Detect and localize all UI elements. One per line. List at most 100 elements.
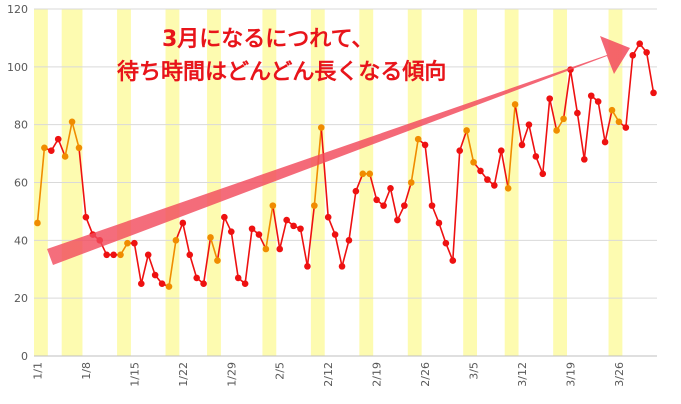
segment-62 (458, 129, 468, 152)
data-point-31 (241, 280, 249, 288)
segment-29 (230, 230, 240, 279)
data-point-12 (110, 251, 117, 259)
segment-79 (576, 112, 586, 161)
data-point-14 (124, 239, 131, 247)
data-point-6 (68, 118, 76, 126)
segment-82 (597, 100, 606, 143)
data-point-90 (650, 89, 657, 97)
y-tick-40: 40 (14, 234, 28, 247)
segment-23 (188, 253, 198, 279)
data-point-29 (227, 228, 235, 235)
data-point-49 (366, 170, 374, 178)
data-point-75 (546, 95, 554, 102)
segment-86 (625, 54, 634, 129)
segment-44 (334, 233, 343, 268)
data-point-18 (151, 271, 159, 279)
segment-25 (202, 236, 212, 285)
x-tick-1-8: 1/8 (80, 362, 93, 380)
segment-78 (569, 68, 579, 114)
segment-22 (182, 222, 191, 256)
data-point-46 (345, 237, 353, 244)
data-point-13 (117, 251, 124, 259)
data-point-87 (629, 51, 637, 59)
data-point-82 (594, 98, 602, 105)
series-points (34, 40, 657, 290)
data-point-68 (497, 147, 505, 154)
data-point-60 (442, 239, 450, 247)
data-point-4 (54, 135, 62, 143)
data-point-48 (359, 170, 367, 178)
data-point-11 (103, 251, 110, 259)
trend-arrow (47, 36, 630, 265)
data-point-35 (269, 202, 277, 209)
segment-49 (368, 173, 378, 201)
data-point-51 (380, 202, 387, 209)
segment-80 (583, 94, 593, 161)
data-point-66 (484, 176, 491, 183)
segment-46 (348, 190, 357, 242)
data-point-36 (276, 245, 284, 253)
y-tick-120: 120 (7, 3, 28, 16)
data-point-25 (200, 280, 207, 288)
data-point-17 (144, 251, 152, 259)
segment-83 (604, 109, 613, 143)
data-point-72 (525, 121, 533, 128)
x-tick-2-19: 2/19 (371, 362, 384, 387)
data-point-33 (255, 231, 263, 238)
data-point-73 (532, 153, 540, 160)
y-tick-0: 0 (21, 350, 28, 363)
segment-71 (521, 123, 530, 146)
data-point-50 (373, 196, 380, 204)
data-point-5 (61, 153, 69, 160)
data-point-53 (394, 216, 401, 224)
data-point-37 (283, 216, 290, 224)
data-point-23 (186, 251, 194, 259)
segment-6 (71, 120, 80, 149)
segment-16 (140, 253, 150, 285)
data-point-43 (324, 213, 332, 221)
data-point-86 (622, 124, 630, 131)
segment-34 (265, 204, 274, 250)
segment-63 (465, 129, 475, 164)
data-point-71 (518, 141, 526, 149)
segment-15 (133, 242, 143, 285)
data-point-28 (221, 213, 228, 221)
data-point-59 (435, 219, 443, 227)
data-point-8 (82, 213, 90, 221)
segment-67 (493, 149, 503, 187)
data-point-44 (331, 231, 339, 238)
segment-1 (36, 147, 46, 224)
data-point-56 (414, 135, 422, 143)
data-point-47 (352, 187, 360, 195)
data-point-22 (179, 219, 187, 227)
segment-36 (278, 219, 288, 250)
x-tick-1-1: 1/1 (31, 362, 44, 380)
data-point-77 (560, 115, 567, 123)
data-point-41 (311, 202, 318, 209)
annotation-line-1: 3月になるにつれて、 (162, 27, 374, 52)
segment-74 (541, 97, 551, 175)
segment-20 (168, 239, 177, 288)
data-point-83 (601, 138, 609, 146)
segment-52 (389, 187, 399, 221)
data-point-21 (172, 237, 180, 244)
data-point-34 (262, 245, 270, 253)
data-point-76 (553, 127, 560, 134)
segment-72 (528, 123, 537, 158)
segment-42 (320, 126, 329, 218)
x-tick-3-12: 3/12 (516, 362, 529, 387)
data-point-62 (456, 147, 464, 154)
data-point-79 (574, 109, 581, 117)
y-gridlines (34, 8, 657, 357)
data-point-27 (214, 257, 221, 264)
segment-5 (64, 120, 73, 158)
segment-40 (306, 204, 316, 268)
x-tick-3-19: 3/19 (564, 362, 577, 387)
x-tick-1-15: 1/15 (128, 362, 141, 387)
segment-89 (645, 51, 655, 94)
data-point-69 (504, 184, 512, 192)
segment-27 (216, 216, 226, 262)
data-point-80 (581, 156, 588, 163)
data-point-39 (297, 225, 304, 233)
